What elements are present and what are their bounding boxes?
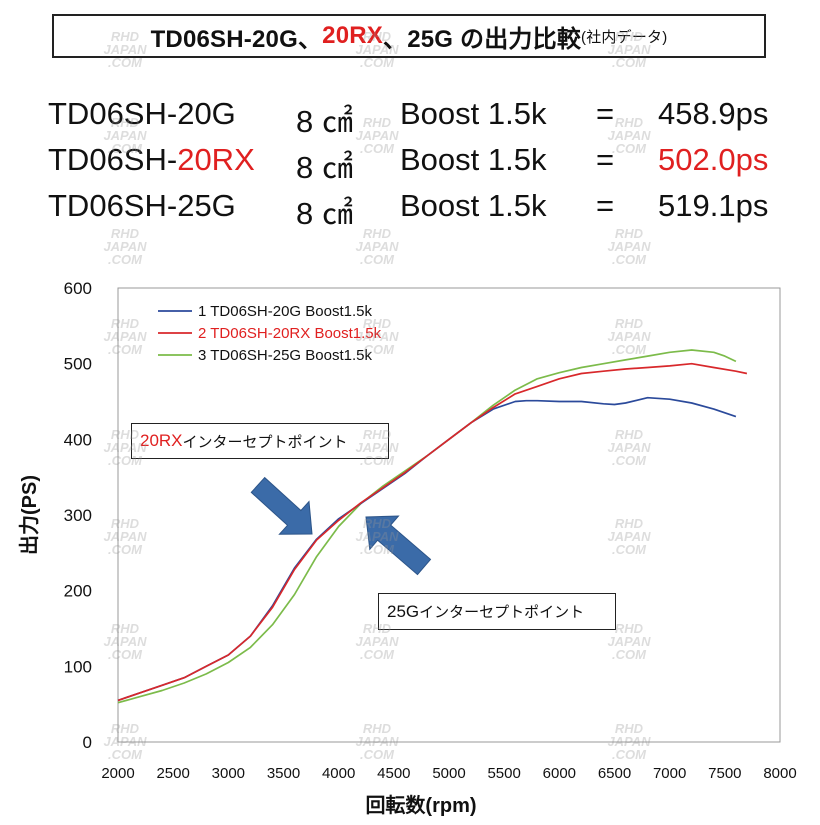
callout-25g-intercept: 25G インターセプトポイント [378,593,616,630]
callout-20rx-intercept: 20RX インターセプトポイント [131,423,389,459]
x-tick-label: 7000 [653,765,686,782]
spec-equals: = [596,188,615,223]
spec-model-prefix: TD06SH- [48,96,178,131]
chart-title-box: TD06SH-20G、 20RX 、25G の出力比較 (社内データ) [52,14,766,58]
plot-area-frame [117,287,781,743]
x-tick-label: 6000 [543,765,576,782]
spec-boost: Boost 1.5k [400,188,547,223]
watermark-logo: RHD JAPAN .COM [355,721,399,762]
x-tick-label: 4500 [377,765,410,782]
spec-model-prefix: TD06SH- [48,188,178,223]
series-line-2 [117,362,748,702]
y-tick-label: 100 [64,657,92,676]
spec-model: TD06SH-20RX [48,142,255,178]
spec-boost: Boost 1.5k [400,142,547,177]
x-tick-label: 3000 [212,765,245,782]
watermark-logo: RHD JAPAN .COM [607,29,651,70]
watermark-logo: RHD JAPAN .COM [103,621,147,662]
watermark-logo: RHD JAPAN .COM [103,29,147,70]
watermark-logo: RHD JAPAN .COM [607,316,651,357]
x-tick-label: 8000 [763,765,796,782]
watermark-logo: RHD JAPAN .COM [103,316,147,357]
watermark-logo: RHD JAPAN .COM [355,516,399,557]
y-tick-label: 200 [64,582,92,601]
watermark-logo: RHD JAPAN .COM [103,721,147,762]
watermark-logo: RHD JAPAN .COM [103,115,147,156]
spec-boost: Boost 1.5k [400,96,547,131]
watermark-logo: RHD JAPAN .COM [607,115,651,156]
spec-equals: = [596,142,615,177]
x-tick-label: 5000 [432,765,465,782]
watermark-logo: RHD JAPAN .COM [607,721,651,762]
watermark-logo: RHD JAPAN .COM [103,427,147,468]
y-tick-label: 0 [83,733,92,752]
legend-label-3: 3 TD06SH-25G Boost1.5k [198,347,372,364]
watermark-logo: RHD JAPAN .COM [103,516,147,557]
legend-label-1: 1 TD06SH-20G Boost1.5k [198,303,372,320]
spec-model-prefix: TD06SH- [48,142,178,177]
watermark-logo: RHD JAPAN .COM [607,621,651,662]
x-tick-label: 2000 [101,765,134,782]
y-axis-label: 出力(PS) [18,475,41,555]
x-tick-label: 6500 [598,765,631,782]
x-tick-label: 7500 [708,765,741,782]
watermark-logo: RHD JAPAN .COM [355,427,399,468]
spec-equals: = [596,96,615,131]
legend-label-2: 2 TD06SH-20RX Boost1.5k [198,325,382,342]
spec-row-20g: TD06SH-20G 8 ㎠ Boost 1.5k = 458.9ps [44,92,784,139]
x-axis-label: 回転数(rpm) [365,793,476,817]
watermark-logo: RHD JAPAN .COM [607,226,651,267]
y-tick-label: 300 [64,506,92,525]
watermark-logo: RHD JAPAN .COM [607,427,651,468]
spec-area: 8 ㎠ [296,104,353,139]
watermark-logo: RHD JAPAN .COM [355,115,399,156]
y-tick-label: 600 [64,279,92,298]
spec-power: 502.0ps [658,142,769,177]
arrow-20rx-intercept [250,476,313,535]
spec-power: 458.9ps [658,96,769,131]
spec-model: TD06SH-25G [48,188,236,224]
title-part3: 、25G の出力比較 [383,25,582,53]
spec-row-20rx: TD06SH-20RX 8 ㎠ Boost 1.5k = 502.0ps [44,138,784,185]
callout-25g-text: インターセプトポイント [419,604,585,621]
x-tick-label: 4000 [322,765,355,782]
spec-row-25g: TD06SH-25G 8 ㎠ Boost 1.5k = 519.1ps [44,184,784,231]
x-tick-label: 5500 [487,765,520,782]
spec-model-suffix: 20RX [177,142,255,177]
title-part2: 20RX [322,22,383,49]
spec-area: 8 ㎠ [296,196,353,231]
watermark-logo: RHD JAPAN .COM [355,226,399,267]
spec-model-suffix: 20G [177,96,236,131]
x-tick-label: 3500 [267,765,300,782]
arrow-25g-intercept [365,515,432,576]
spec-area: 8 ㎠ [296,150,353,185]
spec-list: TD06SH-20G 8 ㎠ Boost 1.5k = 458.9ps TD06… [44,92,784,231]
callout-20rx-label: 20RX [140,431,183,450]
watermark-logo: RHD JAPAN .COM [607,516,651,557]
watermark-logo: RHD JAPAN .COM [355,316,399,357]
callout-20rx-text: インターセプトポイント [182,433,348,451]
y-tick-label: 400 [64,430,92,449]
title-note: (社内データ) [581,28,668,46]
x-tick-label: 2500 [156,765,189,782]
spec-power: 519.1ps [658,188,769,223]
callout-25g-label: 25G [387,601,420,621]
watermark-logo: RHD JAPAN .COM [355,29,399,70]
spec-model: TD06SH-20G [48,96,236,132]
watermark-logo: RHD JAPAN .COM [355,621,399,662]
watermark-logo: RHD JAPAN .COM [103,226,147,267]
title-part1: TD06SH-20G、 [150,25,323,53]
y-tick-label: 500 [64,355,92,374]
spec-model-suffix: 25G [177,188,236,223]
